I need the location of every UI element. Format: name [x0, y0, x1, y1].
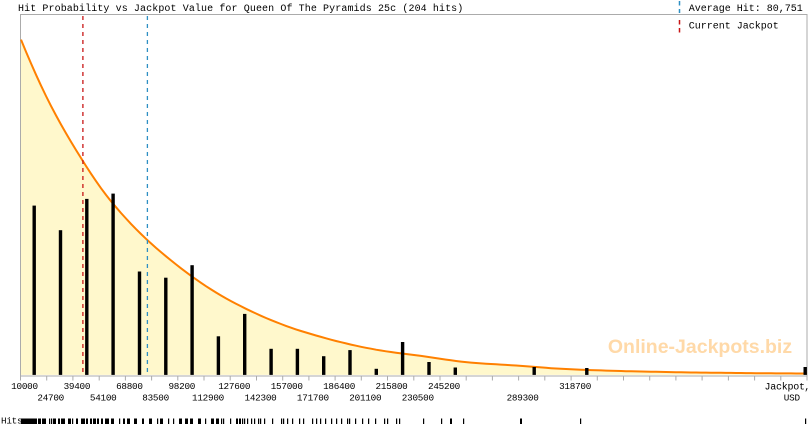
svg-text:83500: 83500: [142, 393, 169, 404]
svg-text:186400: 186400: [323, 381, 355, 392]
svg-text:289300: 289300: [507, 393, 539, 404]
svg-text:127600: 127600: [218, 381, 250, 392]
svg-text:171700: 171700: [297, 393, 329, 404]
svg-text:USD: USD: [784, 392, 801, 403]
svg-text:Current Jackpot: Current Jackpot: [689, 20, 779, 32]
svg-text:Online-Jackpots.biz: Online-Jackpots.biz: [608, 336, 792, 358]
svg-text:68800: 68800: [116, 381, 143, 392]
svg-text:112900: 112900: [192, 393, 224, 404]
svg-text:Hit Probability vs Jackpot Val: Hit Probability vs Jackpot Value for Que…: [18, 3, 463, 15]
svg-text:,: ,: [804, 383, 810, 394]
svg-text:245200: 245200: [428, 381, 460, 392]
svg-text:Hits: Hits: [1, 416, 22, 425]
svg-text:98200: 98200: [168, 381, 195, 392]
svg-text:39400: 39400: [64, 381, 91, 392]
svg-text:Jackpot: Jackpot: [765, 382, 805, 394]
svg-text:24700: 24700: [37, 393, 64, 404]
svg-text:318700: 318700: [559, 381, 591, 392]
svg-text:10000: 10000: [11, 381, 38, 392]
svg-text:215800: 215800: [376, 381, 408, 392]
svg-text:230500: 230500: [402, 393, 434, 404]
svg-text:54100: 54100: [90, 393, 117, 404]
svg-text:157000: 157000: [271, 381, 303, 392]
svg-text:Average Hit: 80,751: Average Hit: 80,751: [689, 3, 803, 15]
svg-text:142300: 142300: [245, 393, 277, 404]
svg-text:201100: 201100: [349, 393, 381, 404]
